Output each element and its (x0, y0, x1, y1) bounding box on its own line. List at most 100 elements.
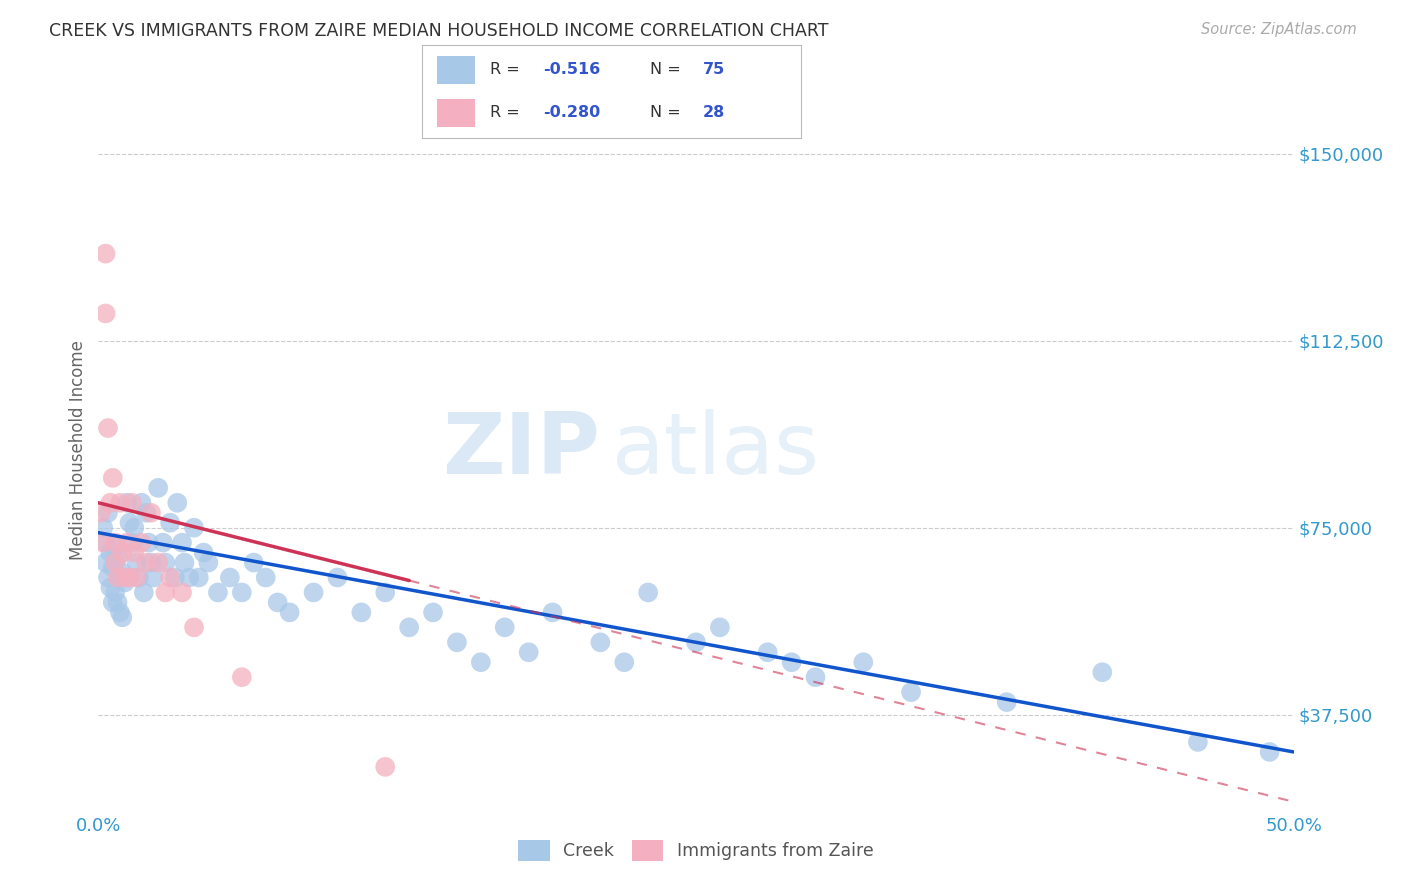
Point (98, 581, 122, 595)
Point (107, 570, 129, 584)
Point (193, 546, 215, 560)
Point (900, 685, 922, 699)
Point (111, 546, 134, 560)
Point (97, 570, 120, 584)
Point (197, 556, 219, 570)
Point (148, 481, 170, 495)
Point (374, 760, 396, 774)
Point (326, 570, 349, 584)
Point (155, 585, 177, 599)
Y-axis label: Median Household Income: Median Household Income (69, 341, 87, 560)
Point (111, 610, 134, 624)
Point (104, 585, 127, 599)
Point (91, 521, 114, 535)
Point (94, 535, 117, 549)
Point (118, 570, 141, 584)
Point (804, 670, 827, 684)
Text: R =: R = (491, 62, 524, 78)
Point (142, 570, 165, 584)
Point (278, 606, 301, 620)
Point (1091, 665, 1114, 680)
Point (104, 556, 127, 570)
Point (121, 496, 143, 510)
Point (115, 535, 138, 549)
Point (107, 550, 129, 565)
Point (589, 635, 612, 649)
Point (135, 556, 157, 570)
Point (101, 560, 124, 574)
Text: atlas: atlas (613, 409, 820, 492)
Point (709, 620, 731, 634)
Text: 75: 75 (703, 62, 725, 78)
Point (302, 585, 325, 599)
Point (139, 556, 162, 570)
Text: N =: N = (650, 62, 686, 78)
Point (1187, 735, 1209, 749)
Point (179, 570, 201, 584)
Point (108, 570, 131, 584)
Point (138, 535, 160, 549)
Point (114, 570, 136, 584)
Text: Source: ZipAtlas.com: Source: ZipAtlas.com (1201, 22, 1357, 37)
Point (231, 585, 253, 599)
Point (108, 606, 131, 620)
Bar (437, 56, 475, 84)
Point (98, 496, 122, 510)
Point (97, 506, 120, 520)
Point (780, 655, 803, 669)
Point (131, 496, 153, 510)
Point (374, 585, 396, 599)
Legend: Creek, Immigrants from Zaire: Creek, Immigrants from Zaire (512, 833, 880, 868)
Point (128, 570, 150, 584)
Point (243, 556, 266, 570)
Point (131, 535, 153, 549)
Point (107, 595, 129, 609)
Point (124, 546, 146, 560)
Point (125, 556, 148, 570)
Point (159, 570, 181, 584)
Point (152, 535, 174, 549)
Point (166, 496, 188, 510)
Point (231, 670, 253, 684)
Point (124, 521, 146, 535)
Point (187, 570, 209, 584)
Point (104, 535, 127, 549)
Point (94, 306, 117, 320)
Text: N =: N = (650, 105, 686, 120)
Point (118, 516, 141, 530)
Point (125, 570, 148, 584)
Point (97, 421, 120, 435)
Text: ZIP: ZIP (443, 409, 600, 492)
Text: -0.280: -0.280 (543, 105, 600, 120)
Point (148, 556, 170, 570)
Point (172, 535, 194, 549)
Point (756, 645, 779, 659)
Point (267, 595, 290, 609)
Point (173, 556, 195, 570)
Point (90, 506, 112, 520)
Point (183, 521, 205, 535)
Point (446, 635, 468, 649)
Point (398, 620, 420, 634)
Text: 28: 28 (703, 105, 725, 120)
Point (470, 655, 492, 669)
Bar (437, 99, 475, 127)
Point (995, 695, 1018, 709)
Point (685, 635, 707, 649)
Point (94, 556, 117, 570)
Point (101, 471, 124, 485)
Point (350, 606, 373, 620)
Point (98, 546, 122, 560)
Point (254, 570, 277, 584)
Point (104, 541, 127, 555)
Point (1258, 745, 1281, 759)
Point (852, 655, 875, 669)
Point (207, 585, 229, 599)
Point (111, 566, 134, 580)
Point (422, 606, 444, 620)
Point (172, 585, 194, 599)
Point (115, 496, 138, 510)
Point (132, 585, 155, 599)
Text: R =: R = (491, 105, 524, 120)
Point (135, 506, 157, 520)
